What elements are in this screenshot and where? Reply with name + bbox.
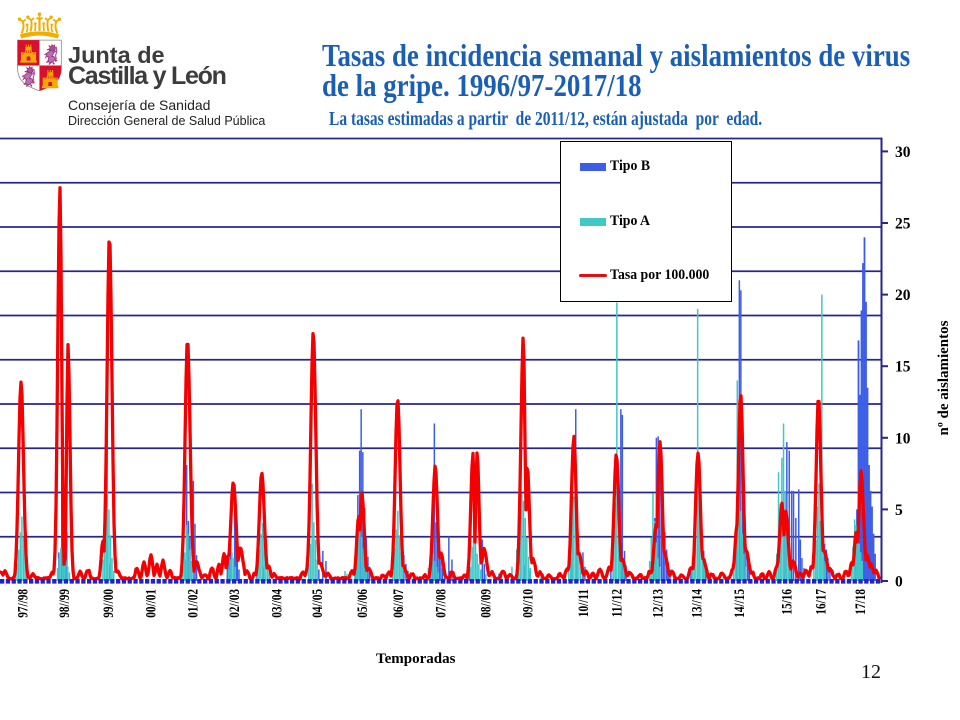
svg-text:14//15: 14//15 xyxy=(730,589,747,618)
svg-text:10//11: 10//11 xyxy=(574,589,591,617)
svg-text:08//09: 08//09 xyxy=(477,589,494,618)
svg-text:5: 5 xyxy=(895,502,903,519)
svg-text:12//13: 12//13 xyxy=(649,589,666,618)
svg-text:99//00: 99//00 xyxy=(99,589,116,618)
svg-text:05//06: 05//06 xyxy=(353,589,370,618)
svg-text:98//99: 98//99 xyxy=(56,589,73,618)
svg-text:17/18: 17/18 xyxy=(851,589,868,615)
svg-text:03//04: 03//04 xyxy=(268,589,285,618)
svg-text:nº de aislamientos: nº de aislamientos xyxy=(936,320,952,435)
svg-text:10: 10 xyxy=(895,430,911,447)
svg-text:16/17: 16/17 xyxy=(812,589,829,615)
svg-text:01//02: 01//02 xyxy=(184,589,201,618)
svg-text:0: 0 xyxy=(895,574,903,591)
svg-text:07//08: 07//08 xyxy=(432,589,449,618)
svg-text:06//07: 06//07 xyxy=(389,589,406,618)
svg-text:15/16: 15/16 xyxy=(778,589,795,615)
svg-text:97//98: 97//98 xyxy=(14,589,31,618)
svg-text:00//01: 00//01 xyxy=(142,589,159,618)
svg-text:Temporadas: Temporadas xyxy=(376,651,456,667)
svg-text:04//05: 04//05 xyxy=(308,589,325,618)
svg-text:20: 20 xyxy=(895,287,911,304)
svg-text:02//03: 02//03 xyxy=(225,589,242,618)
svg-text:09//10: 09//10 xyxy=(519,589,536,618)
svg-text:15: 15 xyxy=(895,359,911,376)
svg-text:30: 30 xyxy=(895,144,911,161)
svg-text:11//12: 11//12 xyxy=(608,589,625,617)
svg-text:13//14: 13//14 xyxy=(688,589,705,618)
svg-text:25: 25 xyxy=(895,216,911,233)
